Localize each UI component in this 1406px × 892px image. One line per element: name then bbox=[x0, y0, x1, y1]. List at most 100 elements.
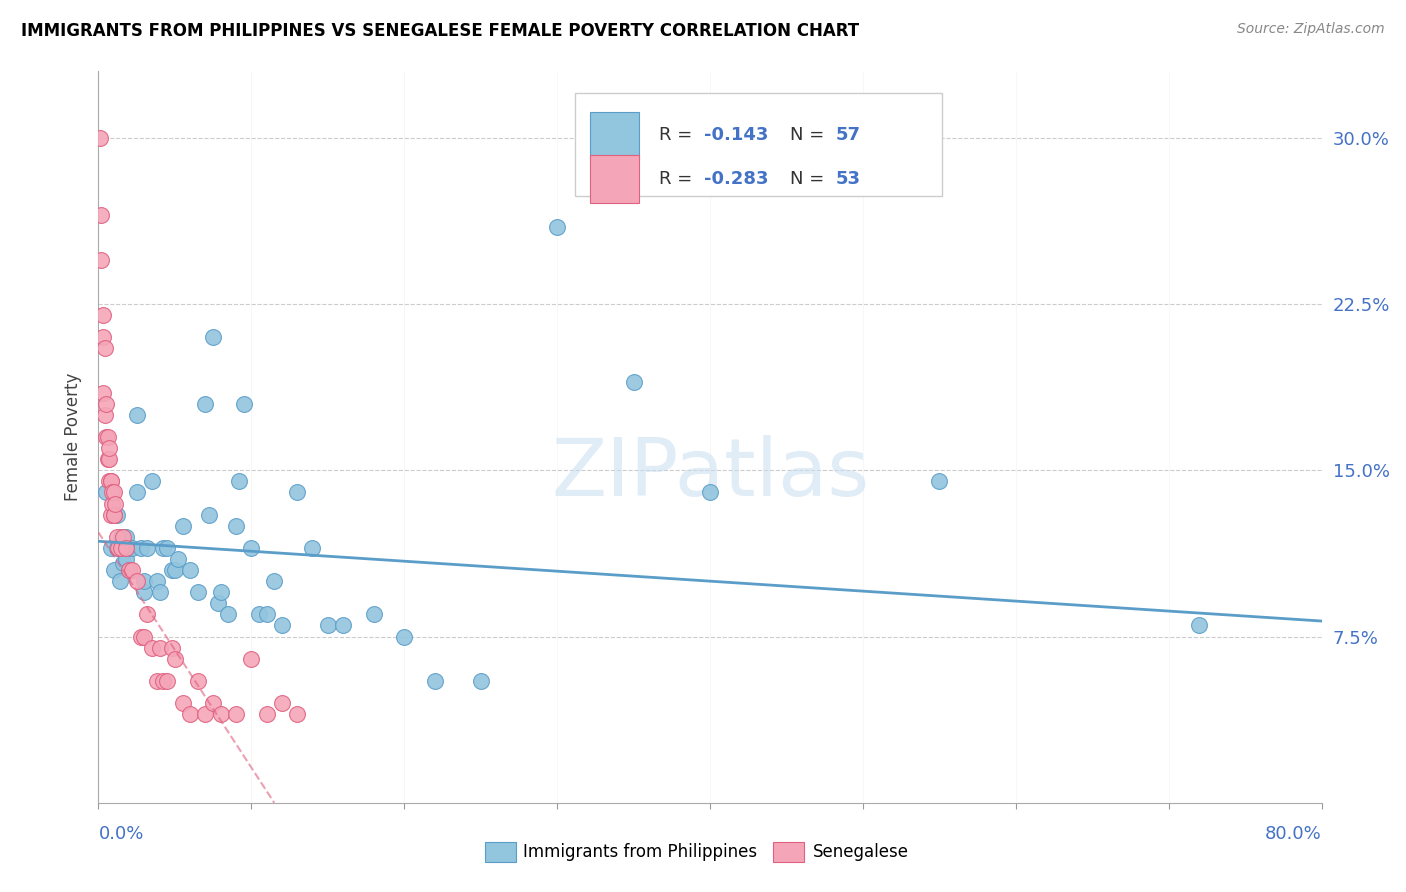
Point bbox=[136, 607, 159, 622]
Point bbox=[197, 508, 219, 522]
Bar bbox=[591, 155, 640, 203]
Point bbox=[285, 707, 308, 722]
Point bbox=[134, 585, 156, 599]
Bar bbox=[591, 112, 640, 159]
Point bbox=[121, 563, 143, 577]
Point bbox=[145, 673, 167, 688]
Point bbox=[98, 441, 121, 455]
Point bbox=[225, 707, 247, 722]
Point bbox=[101, 485, 124, 500]
Point bbox=[141, 640, 163, 655]
Text: -0.143: -0.143 bbox=[704, 127, 768, 145]
Point bbox=[141, 475, 163, 489]
Point bbox=[187, 673, 209, 688]
Point bbox=[392, 630, 416, 644]
Point bbox=[145, 574, 167, 589]
Point bbox=[129, 630, 152, 644]
Point bbox=[270, 618, 292, 632]
Text: ZIPatlas: ZIPatlas bbox=[551, 434, 869, 513]
Point bbox=[332, 618, 354, 632]
Point bbox=[623, 375, 645, 389]
Text: Immigrants from Philippines: Immigrants from Philippines bbox=[523, 843, 758, 861]
Point bbox=[209, 707, 232, 722]
Point bbox=[97, 430, 120, 444]
Y-axis label: Female Poverty: Female Poverty bbox=[65, 373, 83, 501]
Point bbox=[163, 563, 186, 577]
Text: 80.0%: 80.0% bbox=[1265, 825, 1322, 843]
Point bbox=[125, 574, 148, 589]
Point bbox=[160, 563, 183, 577]
Point bbox=[115, 552, 138, 566]
Point bbox=[256, 607, 278, 622]
Point bbox=[134, 630, 156, 644]
Point bbox=[103, 485, 125, 500]
Point bbox=[217, 607, 239, 622]
Point bbox=[129, 541, 152, 555]
Point bbox=[232, 397, 254, 411]
Point bbox=[225, 518, 247, 533]
Text: Senegalese: Senegalese bbox=[813, 843, 908, 861]
Point bbox=[115, 541, 138, 555]
Point bbox=[149, 585, 172, 599]
Point bbox=[256, 707, 278, 722]
Point bbox=[263, 574, 285, 589]
Point bbox=[111, 530, 134, 544]
Text: R =: R = bbox=[658, 127, 697, 145]
Point bbox=[194, 707, 217, 722]
Point bbox=[202, 696, 225, 710]
Point bbox=[240, 651, 263, 665]
Point bbox=[103, 563, 125, 577]
Point bbox=[156, 541, 179, 555]
Point bbox=[90, 252, 112, 267]
Point bbox=[125, 408, 148, 422]
Point bbox=[110, 541, 132, 555]
Point bbox=[172, 518, 194, 533]
Point bbox=[179, 707, 201, 722]
Text: IMMIGRANTS FROM PHILIPPINES VS SENEGALESE FEMALE POVERTY CORRELATION CHART: IMMIGRANTS FROM PHILIPPINES VS SENEGALES… bbox=[21, 22, 859, 40]
Text: Source: ZipAtlas.com: Source: ZipAtlas.com bbox=[1237, 22, 1385, 37]
Point bbox=[90, 209, 112, 223]
Point bbox=[928, 475, 950, 489]
Point bbox=[93, 408, 115, 422]
Point bbox=[209, 585, 232, 599]
Point bbox=[105, 508, 128, 522]
Point bbox=[228, 475, 250, 489]
Point bbox=[100, 508, 122, 522]
Point bbox=[149, 640, 172, 655]
Point bbox=[156, 673, 179, 688]
Text: N =: N = bbox=[790, 127, 830, 145]
Point bbox=[167, 552, 190, 566]
Point bbox=[316, 618, 339, 632]
Text: 53: 53 bbox=[837, 170, 860, 188]
Point bbox=[115, 530, 138, 544]
Point bbox=[111, 557, 134, 571]
Point bbox=[160, 640, 183, 655]
Point bbox=[89, 131, 111, 145]
Point bbox=[152, 673, 174, 688]
Text: 57: 57 bbox=[837, 127, 860, 145]
Point bbox=[423, 673, 446, 688]
Point bbox=[100, 475, 122, 489]
Point bbox=[118, 541, 141, 555]
Text: R =: R = bbox=[658, 170, 697, 188]
Point bbox=[94, 397, 117, 411]
Text: 0.0%: 0.0% bbox=[98, 825, 143, 843]
Point bbox=[125, 485, 148, 500]
Point bbox=[699, 485, 721, 500]
Point bbox=[108, 574, 131, 589]
Point bbox=[105, 541, 128, 555]
Point bbox=[207, 596, 229, 610]
Point bbox=[97, 452, 120, 467]
Point bbox=[247, 607, 270, 622]
Point bbox=[121, 541, 143, 555]
Point bbox=[134, 574, 156, 589]
Point bbox=[91, 385, 114, 400]
Point bbox=[118, 563, 141, 577]
Point bbox=[94, 485, 117, 500]
Point bbox=[103, 508, 125, 522]
Point bbox=[118, 563, 141, 577]
Point bbox=[163, 651, 186, 665]
Point bbox=[136, 541, 159, 555]
Point bbox=[187, 585, 209, 599]
Point bbox=[470, 673, 492, 688]
